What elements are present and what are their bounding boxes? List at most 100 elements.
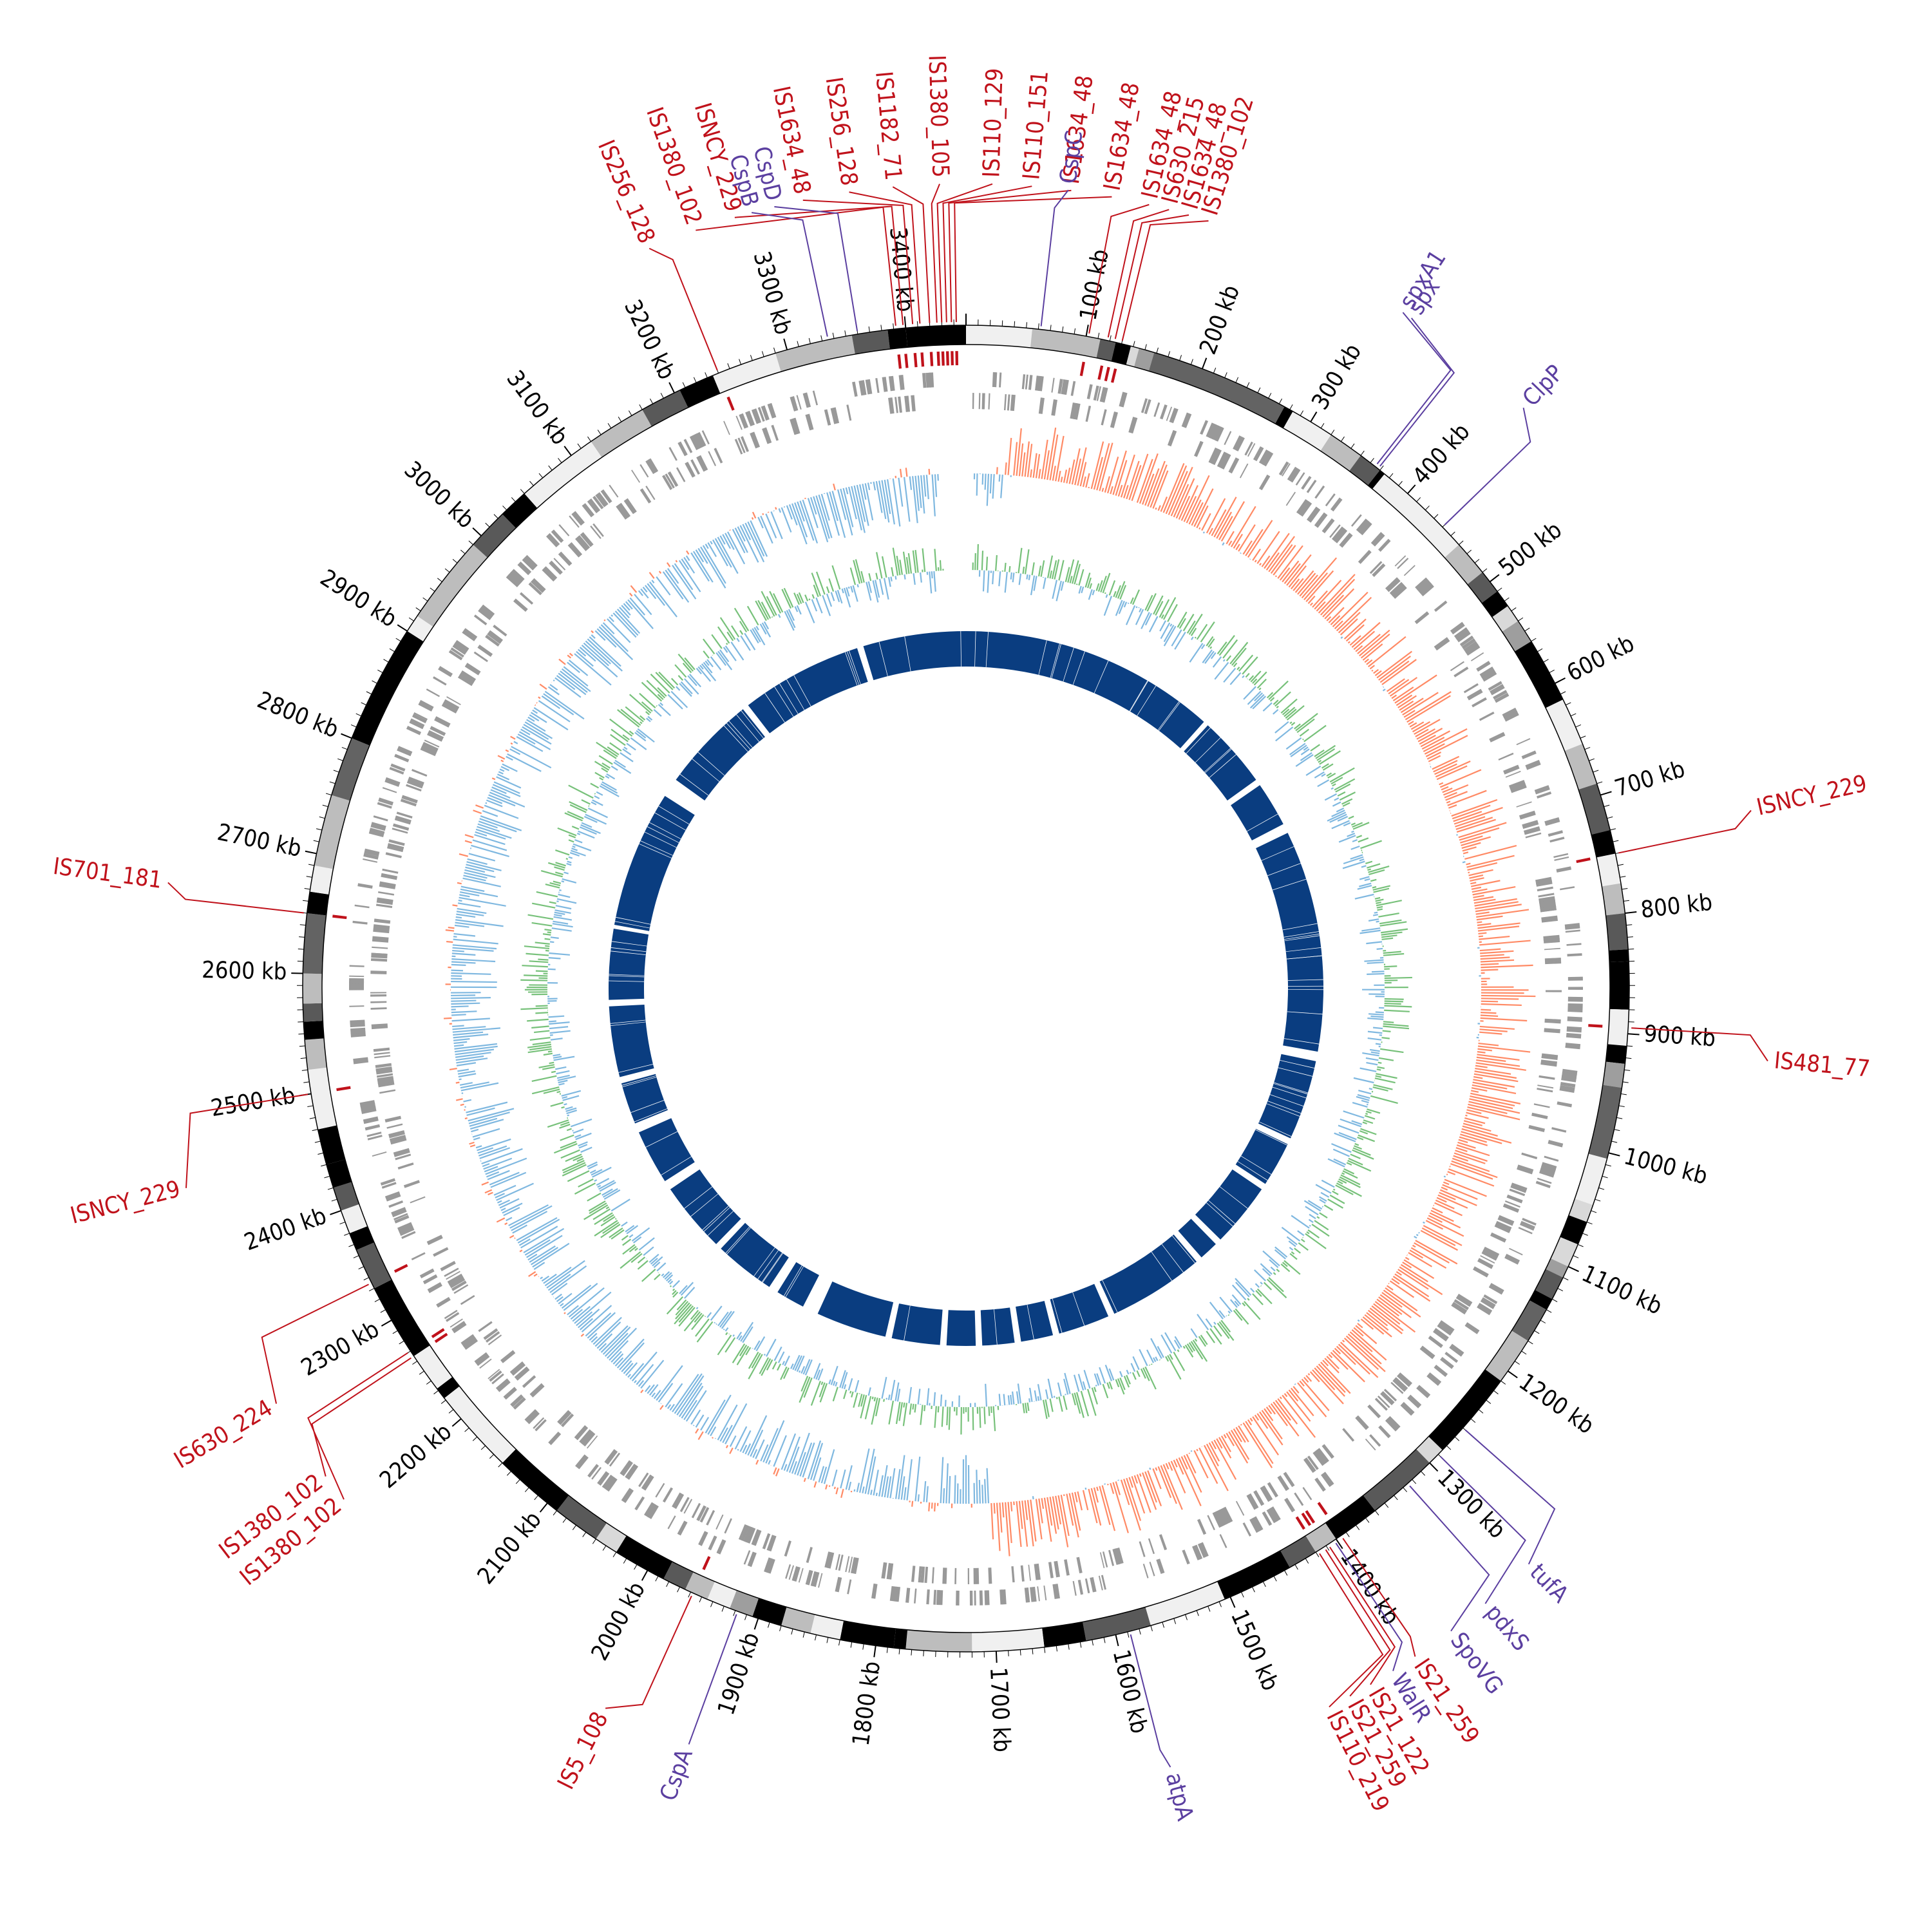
inner-ring-segment xyxy=(1231,785,1283,840)
cds-feature xyxy=(574,1425,589,1441)
gc-content-bar xyxy=(1370,1051,1380,1054)
gc-skew-bar xyxy=(1186,475,1210,524)
minor-tick xyxy=(1591,1210,1597,1213)
karyotype-band xyxy=(444,1386,484,1428)
gc-skew-bar xyxy=(1351,621,1381,648)
gc-content-bar xyxy=(1368,1088,1373,1090)
cds-feature xyxy=(1054,1560,1060,1578)
gc-skew-bar xyxy=(625,601,633,610)
gc-content-bar xyxy=(567,1170,590,1182)
cds-feature xyxy=(1561,1075,1577,1083)
gc-skew-bar xyxy=(686,550,690,555)
gc-content-bar xyxy=(759,1357,770,1374)
gc-content-bar xyxy=(630,737,647,750)
gc-skew-bar xyxy=(1378,656,1411,681)
gc-content-bar xyxy=(1250,670,1262,683)
gc-content-bar xyxy=(891,567,895,577)
gc-skew-bar xyxy=(697,1431,704,1440)
gc-skew-bar xyxy=(1439,782,1444,786)
gc-content-bar xyxy=(766,1359,773,1371)
gc-skew-bar xyxy=(666,562,671,567)
gc-skew-bar xyxy=(665,1383,683,1408)
gc-content-bar xyxy=(881,1377,887,1399)
gc-content-bar xyxy=(860,571,865,583)
gc-content-bar xyxy=(811,573,822,596)
gc-skew-bar xyxy=(1381,1292,1403,1308)
gc-content-bar xyxy=(1171,629,1182,647)
gc-skew-bar xyxy=(1279,1396,1282,1399)
inner-ring-gap xyxy=(684,1186,713,1209)
gc-skew-bar xyxy=(773,1467,777,1475)
gc-content-bar xyxy=(1370,878,1377,882)
gc-skew-bar xyxy=(1312,1369,1344,1405)
cds-feature xyxy=(1024,1587,1030,1603)
major-tick xyxy=(451,1418,462,1427)
gc-skew-bar xyxy=(524,1239,551,1256)
gc-skew-bar xyxy=(1291,1387,1314,1417)
gc-skew-bar xyxy=(1429,1212,1461,1229)
gc-content-bar xyxy=(549,1034,553,1036)
cds-feature xyxy=(1567,1003,1583,1008)
cds-feature xyxy=(679,1497,690,1513)
gc-skew-bar xyxy=(1206,1443,1219,1466)
minor-tick xyxy=(1374,1510,1379,1516)
cds-feature xyxy=(1544,947,1560,951)
cds-feature xyxy=(579,1429,593,1444)
gc-content-bar xyxy=(1206,636,1214,647)
gc-skew-bar xyxy=(486,1171,500,1178)
gc-content-bar xyxy=(636,730,647,739)
gc-content-bar xyxy=(558,1079,568,1084)
cds-feature xyxy=(1479,667,1495,678)
gc-content-bar xyxy=(704,1315,706,1318)
gc-content-bar xyxy=(554,911,565,915)
minor-tick xyxy=(377,669,383,673)
gc-content-bar xyxy=(529,960,549,963)
gc-skew-bar xyxy=(614,1357,624,1367)
cds-feature xyxy=(1149,1562,1155,1577)
inner-ring-gap xyxy=(1282,923,1318,931)
gc-skew-bar xyxy=(1403,1259,1435,1279)
inner-ring-gap xyxy=(1161,1244,1184,1273)
gc-content-bar xyxy=(719,1311,732,1328)
cds-feature xyxy=(827,1552,835,1569)
gc-content-bar xyxy=(1383,951,1401,954)
karyotype-band xyxy=(303,1021,324,1040)
gc-skew-bar xyxy=(899,469,902,478)
cds-feature xyxy=(1301,475,1312,490)
cds-feature xyxy=(446,1271,460,1280)
gc-content-bar xyxy=(1318,759,1322,763)
cds-feature xyxy=(647,1504,659,1519)
gc-skew-bar xyxy=(678,1383,703,1417)
gc-content-bar xyxy=(841,588,844,594)
gc-content-bar xyxy=(820,1381,824,1385)
gc-content-bar xyxy=(1083,1370,1091,1389)
minor-tick xyxy=(426,1380,431,1385)
cds-feature xyxy=(519,592,534,605)
gc-content-bar xyxy=(1373,887,1390,893)
gc-skew-bar xyxy=(459,896,506,907)
gc-skew-bar xyxy=(1357,1323,1363,1329)
gc-content-bar xyxy=(585,813,607,825)
cds-feature xyxy=(1253,1490,1265,1506)
gc-content-bar xyxy=(1040,560,1045,577)
cds-feature xyxy=(1020,1565,1025,1582)
cds-feature xyxy=(696,1505,706,1522)
gc-skew-bar xyxy=(674,1373,703,1414)
gc-content-bar xyxy=(1100,575,1107,592)
cds-feature xyxy=(1249,1517,1260,1533)
minor-tick xyxy=(1605,1164,1611,1167)
gc-content-bar xyxy=(796,605,802,615)
major-tick xyxy=(305,850,317,855)
gc-content-bar xyxy=(1291,722,1296,726)
gc-content-bar xyxy=(1163,625,1175,643)
gene-label: tufA xyxy=(1524,1559,1573,1608)
gc-content-bar xyxy=(1132,589,1140,605)
gc-content-bar xyxy=(1160,622,1171,639)
tick-label: 2500 kb xyxy=(209,1083,298,1122)
minor-tick xyxy=(558,458,562,463)
gc-skew-bar xyxy=(1480,950,1514,954)
gc-content-bar xyxy=(730,641,744,661)
gc-skew-bar xyxy=(1469,874,1484,879)
cds-feature xyxy=(478,1321,493,1332)
inner-ring-gap xyxy=(764,693,785,723)
